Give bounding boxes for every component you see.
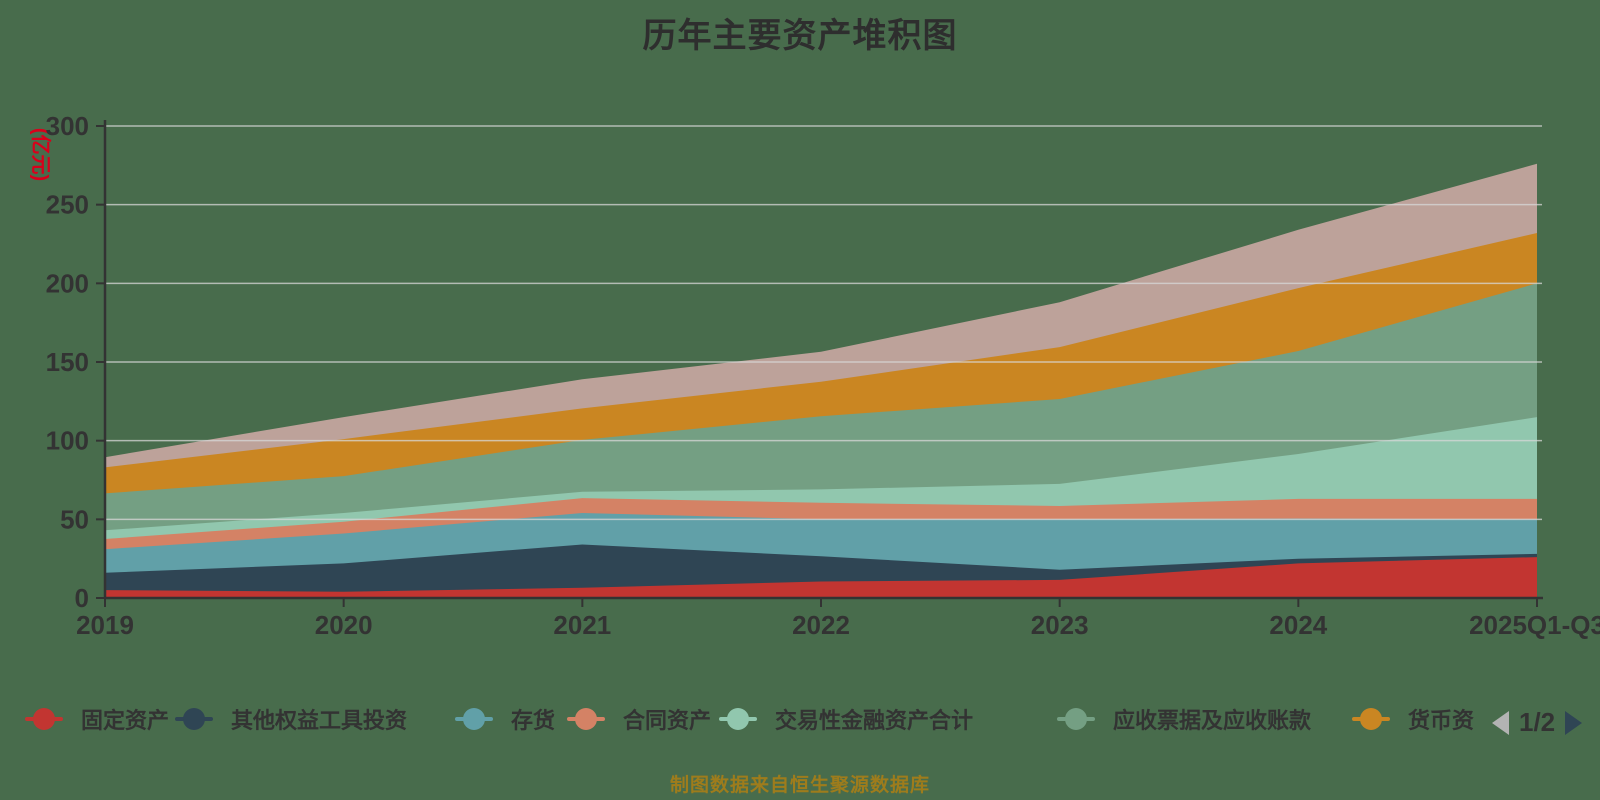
legend-next-arrow-icon[interactable]: [1565, 710, 1583, 735]
y-tick-label: 0: [75, 583, 89, 613]
legend-item-2[interactable]: 其他权益工具投资: [175, 704, 407, 734]
legend-marker-icon: [719, 707, 757, 731]
legend-marker-icon: [567, 707, 605, 731]
legend-label: 固定资产: [81, 708, 170, 733]
legend-page-indicator: 1/2: [1519, 707, 1556, 737]
legend: 1/2 固定资产 其他权益工具投资 存货 合同资产 交易性金融资产合计 应收票据及应收账款…: [0, 704, 1600, 744]
legend-item-5[interactable]: 交易性金融资产合计: [719, 704, 973, 734]
x-tick-label: 2023: [1031, 610, 1089, 640]
legend-item-4[interactable]: 合同资产: [567, 704, 711, 734]
y-tick-label: 250: [46, 190, 89, 220]
x-tick-label: 2019: [76, 610, 134, 640]
legend-marker-icon: [175, 707, 213, 731]
y-tick-label: 150: [46, 347, 89, 377]
x-tick-label: 2025Q1-Q3: [1469, 610, 1600, 640]
legend-item-1[interactable]: 固定资产: [25, 704, 169, 734]
legend-marker-icon: [1057, 707, 1095, 731]
x-tick-label: 2021: [553, 610, 611, 640]
legend-label: 其他权益工具投资: [231, 708, 408, 733]
area-固定资产: [105, 557, 1537, 598]
x-tick-label: 2022: [792, 610, 850, 640]
legend-prev-arrow-icon[interactable]: [1492, 710, 1509, 735]
y-tick-label: 100: [46, 426, 89, 456]
legend-marker-icon: [25, 707, 63, 731]
legend-pager: 1/2: [1492, 707, 1583, 738]
legend-marker-icon: [1352, 707, 1390, 731]
y-tick-label: 200: [46, 268, 89, 298]
y-tick-label: 300: [46, 111, 89, 141]
y-tick-label: 50: [60, 504, 89, 534]
legend-label: 货币资: [1408, 708, 1475, 733]
legend-marker-icon: [455, 707, 493, 731]
legend-label: 合同资产: [623, 708, 712, 733]
x-tick-label: 2020: [315, 610, 373, 640]
source-caption: 制图数据来自恒生聚源数据库: [669, 775, 930, 796]
x-tick-label: 2024: [1269, 610, 1327, 640]
legend-label: 应收票据及应收账款: [1113, 708, 1312, 733]
legend-label: 存货: [511, 708, 556, 733]
legend-item-7[interactable]: 货币资: [1352, 704, 1474, 734]
legend-label: 交易性金融资产合计: [775, 708, 974, 733]
legend-item-3[interactable]: 存货: [455, 704, 555, 734]
legend-item-6[interactable]: 应收票据及应收账款: [1057, 704, 1311, 734]
chart-title: 历年主要资产堆积图: [642, 17, 958, 55]
